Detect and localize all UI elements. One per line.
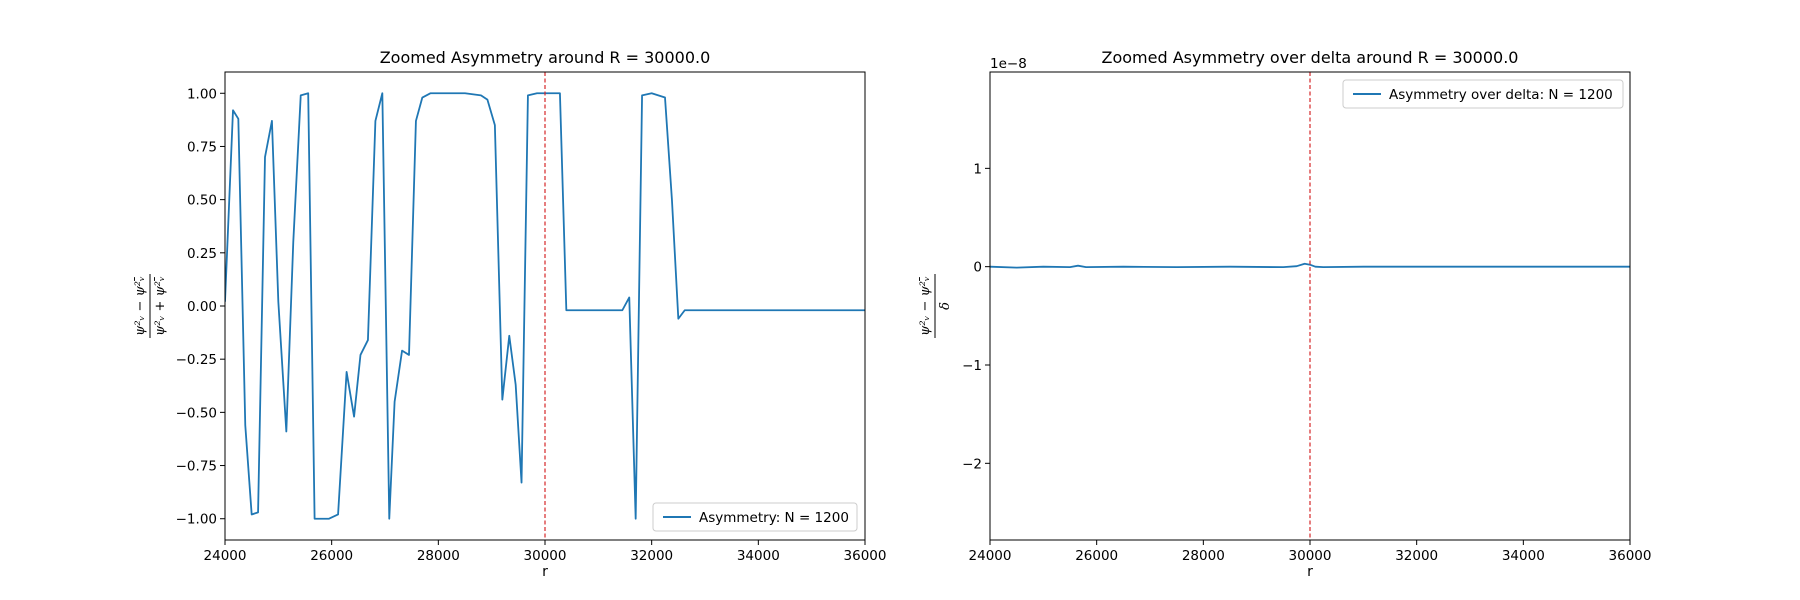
left-legend-label: Asymmetry: N = 1200: [699, 510, 849, 526]
right-legend-box: [1342, 79, 1624, 109]
left-series-line-0: [225, 92, 865, 520]
left-x-tick-label: 24000: [204, 548, 247, 564]
right-y-offset-text: 1e−8: [990, 56, 1027, 72]
left-x-tick-label: 32000: [630, 548, 673, 564]
left-y-axis-label: ψ²ᵥ − ψ²ᵥ̄ ψ²ᵥ + ψ²ᵥ̄: [133, 274, 168, 338]
left-y-tick-label: −0.25: [176, 352, 217, 368]
right-x-tick-label: 34000: [1502, 548, 1545, 564]
right-x-axis-label: r: [1307, 564, 1313, 580]
left-plot-frame: [224, 71, 866, 541]
left-y-tick-label: 0.25: [187, 246, 217, 262]
left-y-tick-label: −0.50: [176, 405, 217, 421]
left-y-tick-label: −1.00: [176, 512, 217, 528]
right-x-tick-label: 32000: [1395, 548, 1438, 564]
left-x-tick-label: 30000: [524, 548, 567, 564]
right-legend: Asymmetry over delta: N = 1200: [1342, 79, 1624, 109]
left-legend: Asymmetry: N = 1200: [652, 502, 858, 532]
right-plot-frame: [989, 71, 1631, 541]
left-y-label-denominator: ψ²ᵥ + ψ²ᵥ̄: [153, 276, 168, 336]
left-x-tick-label: 28000: [417, 548, 460, 564]
right-x-tick-label: 26000: [1075, 548, 1118, 564]
right-y-tick-label: −1: [962, 358, 982, 374]
right-y-tick-label: −2: [962, 456, 982, 472]
right-series-line-0: [990, 262, 1630, 269]
right-chart-panel: Zoomed Asymmetry over delta around R = 3…: [918, 48, 1651, 580]
left-series-layer: [225, 72, 865, 540]
right-y-label-denominator: δ: [938, 302, 953, 310]
left-y-tick-label: 0.00: [187, 299, 217, 315]
left-ticks-layer: 24000 26000 28000 30000 32000 34000 36000 −1.00…: [176, 86, 887, 564]
right-ticks-layer: 24000 26000 28000 30000 32000 34000 36000 −2 −1 0…: [962, 161, 1651, 564]
left-y-tick-label: 1.00: [187, 86, 217, 102]
right-x-tick-label: 36000: [1609, 548, 1652, 564]
left-chart-panel: Zoomed Asymmetry around R = 30000.0 2400…: [133, 48, 886, 580]
left-x-tick-label: 36000: [844, 548, 887, 564]
left-x-tick-label: 34000: [737, 548, 780, 564]
right-y-label-numerator: ψ²ᵥ − ψ²ᵥ̄: [918, 276, 933, 336]
right-y-tick-label: 1: [973, 161, 982, 177]
right-x-tick-label: 30000: [1289, 548, 1332, 564]
right-series-layer: [990, 72, 1630, 540]
right-legend-label: Asymmetry over delta: N = 1200: [1389, 87, 1613, 103]
right-x-tick-label: 24000: [969, 548, 1012, 564]
right-y-axis-label: ψ²ᵥ − ψ²ᵥ̄ δ: [918, 274, 953, 338]
right-x-tick-label: 28000: [1182, 548, 1225, 564]
left-y-tick-label: −0.75: [176, 459, 217, 475]
left-y-tick-label: 0.75: [187, 139, 217, 155]
left-chart-title: Zoomed Asymmetry around R = 30000.0: [380, 48, 711, 67]
left-y-tick-label: 0.50: [187, 193, 217, 209]
left-x-axis-label: r: [542, 564, 548, 580]
right-y-tick-label: 0: [973, 260, 982, 276]
left-x-tick-label: 26000: [310, 548, 353, 564]
left-legend-box: [652, 502, 858, 532]
left-y-label-numerator: ψ²ᵥ − ψ²ᵥ̄: [133, 276, 148, 336]
right-chart-title: Zoomed Asymmetry over delta around R = 3…: [1102, 48, 1519, 67]
